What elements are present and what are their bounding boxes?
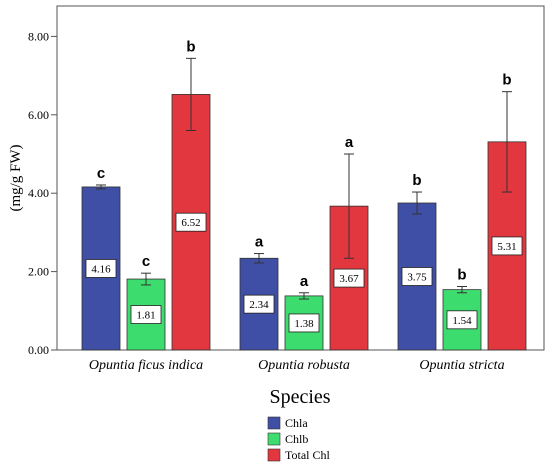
significance-letter: c (142, 253, 150, 270)
data-label-box (85, 259, 117, 278)
data-label-box (243, 294, 275, 314)
significance-letter: b (412, 172, 421, 189)
significance-letter: b (186, 38, 195, 55)
legend-entry: Total Chl (285, 448, 330, 462)
data-label-box (130, 305, 162, 324)
y-tick-label: 2.00 (28, 265, 49, 279)
y-tick-label: 4.00 (28, 186, 49, 200)
significance-letter: a (345, 134, 354, 151)
bar-series: c 4.16 c 1.81 b 6.52 a 2.34 a 1.38 a 3.67 b 3.75 b 1.54… (81, 38, 527, 351)
legend-swatch (267, 448, 281, 462)
data-label: 1.81 (136, 310, 155, 322)
data-label: 3.67 (339, 273, 359, 285)
x-tick-label: Opuntia ficus indica (89, 358, 203, 373)
data-label-box (491, 236, 523, 256)
data-label: 2.34 (249, 299, 269, 311)
legend-entry: Chlb (285, 432, 308, 446)
data-label-box (446, 310, 478, 330)
significance-letter: a (300, 273, 309, 290)
y-tick-label: 6.00 (28, 108, 49, 122)
data-label: 4.16 (91, 263, 111, 275)
legend-swatch (267, 416, 281, 430)
y-tick-label: 8.00 (28, 29, 49, 43)
significance-letter: b (502, 72, 511, 89)
x-axis-title: Species (269, 386, 330, 408)
data-label: 1.38 (294, 318, 314, 330)
data-label: 6.52 (181, 217, 200, 229)
y-tick-label: 0.00 (28, 343, 49, 357)
y-axis-title: (mg/g FW) (8, 144, 24, 211)
data-label-box (333, 268, 365, 288)
data-label: 1.54 (452, 315, 472, 327)
data-label: 3.75 (407, 272, 427, 284)
legend-entry: Chla (285, 416, 308, 430)
legend: Chla Chlb Total Chl (267, 416, 330, 462)
significance-letter: c (97, 165, 105, 182)
x-axis: Opuntia ficus indica Opuntia robusta Opunt… (89, 358, 505, 373)
legend-swatch (267, 432, 281, 446)
data-label-box (175, 212, 207, 232)
data-label-box (288, 313, 320, 333)
data-label-box (401, 267, 433, 286)
data-label: 5.31 (497, 241, 516, 253)
x-tick-label: Opuntia robusta (258, 358, 350, 373)
y-axis: 0.00 2.00 4.00 6.00 8.00 (28, 29, 57, 357)
x-tick-label: Opuntia stricta (419, 358, 504, 373)
significance-letter: b (457, 266, 466, 283)
significance-letter: a (255, 234, 264, 251)
